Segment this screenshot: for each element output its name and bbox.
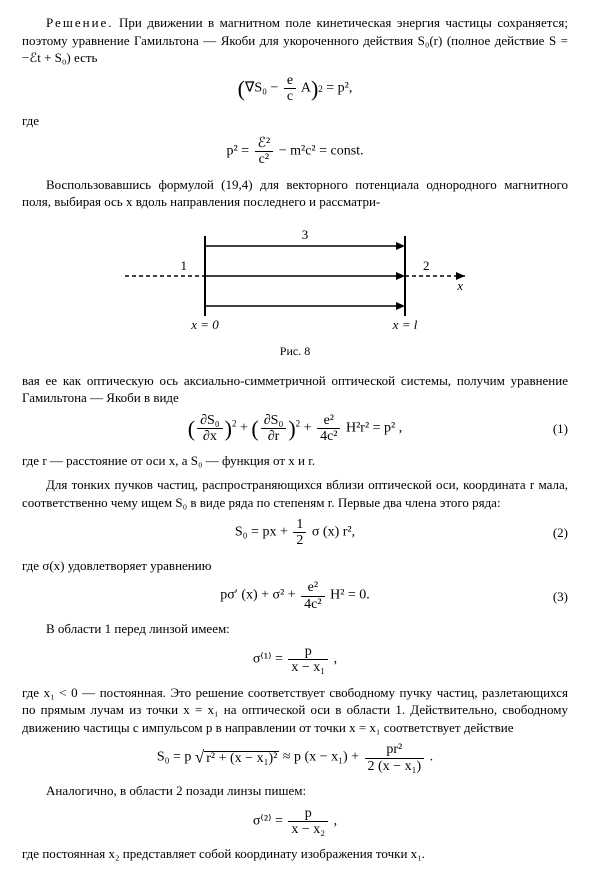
s0-pre: S₀ = p xyxy=(157,750,195,765)
equation-a: (∇S₀ − ec A)2 = p², xyxy=(22,73,568,105)
svg-text:1: 1 xyxy=(181,258,188,273)
eq3-pre: pσ′ (x) + σ² + xyxy=(220,588,299,603)
sigma1-post: , xyxy=(330,651,337,666)
intro-paragraph: Решение. При движении в магнитном поле к… xyxy=(22,14,568,67)
svg-text:3: 3 xyxy=(302,227,309,242)
eq-a-pre: ∇S₀ − xyxy=(245,80,282,95)
eq-b-lhs: p² = xyxy=(226,143,252,158)
eq2-den: 2 xyxy=(293,533,306,548)
equation-sigma1: σ⁽¹⁾ = px − x₁ , xyxy=(22,644,568,676)
eq1-t3-den: 4c² xyxy=(317,429,340,444)
figure-8-caption: Рис. 8 xyxy=(22,343,568,359)
eq2-number: (2) xyxy=(528,524,568,542)
eq1-t2-den: ∂r xyxy=(261,429,287,444)
s0-under-sqrt: r² + (x − x₁)² xyxy=(204,751,279,766)
figure-8: 1 2 3 x x = 0 x = l xyxy=(22,221,568,336)
eq1-t1-den: ∂x xyxy=(197,429,223,444)
heading: Решение. xyxy=(46,15,114,30)
where-label: где xyxy=(22,112,568,130)
eq1-number: (1) xyxy=(528,420,568,438)
eq-a-den: c xyxy=(284,89,296,104)
sigma2-post: , xyxy=(330,813,337,828)
figure-8-svg: 1 2 3 x x = 0 x = l xyxy=(115,221,475,331)
sigma1-lhs: σ⁽¹⁾ = xyxy=(253,651,287,666)
eq1-t1-num: ∂S₀ xyxy=(197,413,223,429)
eq3-number: (3) xyxy=(528,588,568,606)
sigma2-lhs: σ⁽²⁾ = xyxy=(253,813,287,828)
s0-frac-num: pr² xyxy=(365,742,425,758)
eq3-den: 4c² xyxy=(301,597,324,612)
s0-frac-den: 2 (x − x₁) xyxy=(365,759,425,774)
eq3-num: e² xyxy=(301,580,324,596)
svg-text:2: 2 xyxy=(423,258,430,273)
paragraph-7: В области 1 перед линзой имеем: xyxy=(22,620,568,638)
equation-1: (∂S₀∂x)2 + (∂S₀∂r)2 + e²4c² H²r² = p² , … xyxy=(22,413,568,445)
equation-s0: S₀ = p √r² + (x − x₁)² ≈ p (x − x₁) + pr… xyxy=(22,742,568,774)
paragraph-2: Воспользовавшись формулой (19,4) для век… xyxy=(22,176,568,211)
eq1-t3-num: e² xyxy=(317,413,340,429)
eq2-post: σ (x) r², xyxy=(308,525,355,540)
eq-b-num: ℰ² xyxy=(255,136,274,152)
eq-b-rhs: − m²c² = const. xyxy=(275,143,363,158)
eq1-post: H²r² = p² , xyxy=(342,420,402,435)
sigma1-den: x − x₁ xyxy=(288,660,328,675)
svg-text:x = l: x = l xyxy=(392,317,418,331)
paragraph-10: где постоянная x₂ представляет собой коо… xyxy=(22,845,568,863)
eq-a-post: A xyxy=(298,80,311,95)
paragraph-3: вая ее как оптическую ось аксиально-симм… xyxy=(22,372,568,407)
equation-sigma2: σ⁽²⁾ = px − x₂ , xyxy=(22,806,568,838)
eq-b-den: c² xyxy=(255,152,274,167)
equation-2: S₀ = px + 12 σ (x) r², (2) xyxy=(22,517,568,549)
equation-b: p² = ℰ²c² − m²c² = const. xyxy=(22,136,568,168)
paragraph-8: где x₁ < 0 — постоянная. Это решение соо… xyxy=(22,684,568,737)
s0-post: . xyxy=(426,750,433,765)
equation-3: pσ′ (x) + σ² + e²4c² H² = 0. (3) xyxy=(22,580,568,612)
sigma1-num: p xyxy=(288,644,328,660)
eq3-post: H² = 0. xyxy=(327,588,370,603)
eq2-num: 1 xyxy=(293,517,306,533)
sigma2-den: x − x₂ xyxy=(288,822,328,837)
sigma2-num: p xyxy=(288,806,328,822)
s0-mid: ≈ p (x − x₁) + xyxy=(279,750,362,765)
svg-text:x: x xyxy=(456,278,463,293)
eq-a-num: e xyxy=(284,73,296,89)
paragraph-6: где σ(x) удовлетворяет уравнению xyxy=(22,557,568,575)
paragraph-5: Для тонких пучков частиц, распространяющ… xyxy=(22,476,568,511)
paragraph-4: где r — расстояние от оси x, а S₀ — функ… xyxy=(22,452,568,470)
paragraph-9: Аналогично, в области 2 позади линзы пиш… xyxy=(22,782,568,800)
eq1-t2-num: ∂S₀ xyxy=(261,413,287,429)
svg-text:x = 0: x = 0 xyxy=(190,317,219,331)
eq-a-rhs: = p², xyxy=(323,80,353,95)
eq2-pre: S₀ = px + xyxy=(235,525,291,540)
